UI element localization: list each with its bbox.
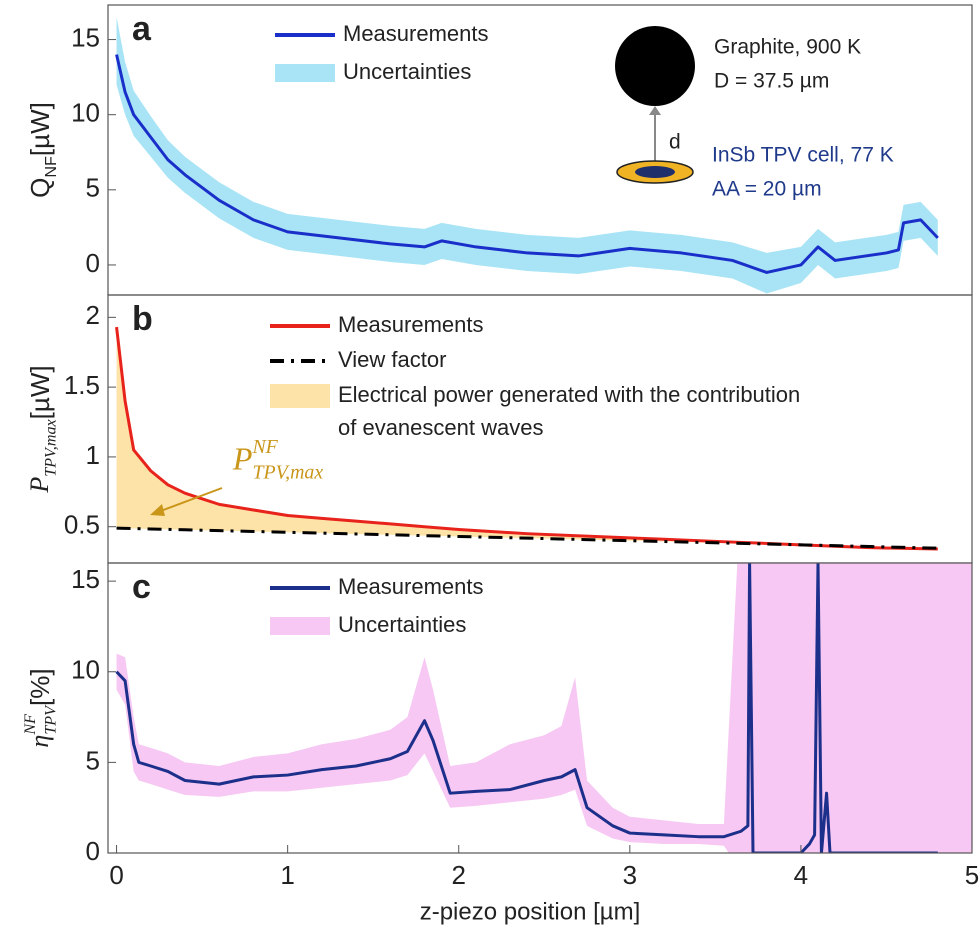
x-tick-label: 1 — [280, 860, 294, 890]
uncertainty-band — [116, 563, 972, 853]
legend-swatch — [275, 64, 335, 82]
label-part: [%] — [25, 668, 55, 706]
y-tick-label: 1.5 — [64, 370, 100, 400]
y-tick-label: 0 — [86, 836, 100, 866]
x-tick-label: 2 — [451, 860, 465, 890]
legend-label: Electrical power generated with the cont… — [338, 382, 800, 407]
gap-label: d — [669, 131, 681, 154]
y-tick-label: 10 — [71, 98, 100, 128]
label-part: TPV,max — [252, 462, 323, 484]
annotation: D = 37.5 µm — [714, 70, 829, 93]
label-part: NF — [22, 714, 39, 736]
data-line — [115, 54, 939, 274]
contribution-area — [116, 327, 938, 550]
label-part: NF — [42, 156, 60, 178]
label-part: Q — [25, 178, 55, 198]
label-part: [µW] — [25, 365, 55, 419]
data-line — [115, 326, 938, 551]
data-line — [116, 526, 938, 550]
label-part: P — [25, 477, 54, 494]
x-axis-label: z-piezo position [µm] — [420, 898, 641, 925]
legend-label: Uncertainties — [338, 612, 466, 637]
legend-label: Measurements — [338, 312, 484, 337]
y-tick-label: 15 — [71, 22, 100, 52]
legend-label: of evanescent waves — [338, 415, 543, 440]
legend-swatch — [270, 617, 330, 635]
y-axis-label: ηNF TPV [%] — [22, 668, 60, 747]
legend-label: Measurements — [343, 21, 489, 46]
label-part: TPV — [43, 704, 60, 735]
x-tick-label: 3 — [623, 860, 637, 890]
annotation: AA = 20 µm — [712, 178, 822, 201]
y-axis-label: QNF [µW] — [25, 102, 60, 198]
label-part: η — [25, 735, 54, 748]
y-tick-label: 5 — [86, 745, 100, 775]
y-tick-label: 5 — [86, 173, 100, 203]
y-tick-label: 10 — [71, 655, 100, 685]
annotation: Graphite, 900 K — [714, 36, 861, 59]
graphite-sphere — [615, 26, 695, 106]
plot-area — [115, 17, 939, 294]
inset: d Graphite, 900 K D = 37.5 µm InSb TPV c… — [615, 26, 894, 201]
data-line — [115, 563, 938, 853]
label-part: [µW] — [25, 102, 55, 156]
annotation-arrow-head — [150, 504, 165, 516]
annotation-arrow — [157, 487, 223, 513]
panel-frame — [107, 562, 973, 854]
active-area — [635, 166, 675, 178]
panel-label: a — [132, 10, 152, 48]
plot-area — [115, 326, 938, 551]
y-tick-label: 1 — [86, 440, 100, 470]
legend-label: Uncertainties — [343, 59, 471, 84]
legend-label: Measurements — [338, 574, 484, 599]
y-tick-label: 0 — [86, 248, 100, 278]
annotation: P NF TPV,max — [232, 436, 323, 484]
plot-area — [115, 563, 972, 853]
legend-label: View factor — [338, 347, 446, 372]
label-part: TPV,max — [43, 418, 60, 476]
label-part: NF — [251, 436, 278, 458]
panel-label: c — [132, 568, 151, 606]
label-part: P — [232, 440, 253, 476]
panel-label: b — [132, 300, 153, 338]
y-tick-label: 2 — [86, 300, 100, 330]
arrow-head — [649, 106, 661, 115]
annotation: InSb TPV cell, 77 K — [712, 144, 894, 167]
uncertainty-band — [116, 17, 938, 294]
y-tick-label: 15 — [71, 564, 100, 594]
legend-swatch — [270, 384, 330, 408]
x-tick-label: 4 — [794, 860, 808, 890]
x-tick-label: 0 — [109, 860, 123, 890]
y-tick-label: 0.5 — [64, 510, 100, 540]
x-tick-label: 5 — [965, 860, 979, 890]
